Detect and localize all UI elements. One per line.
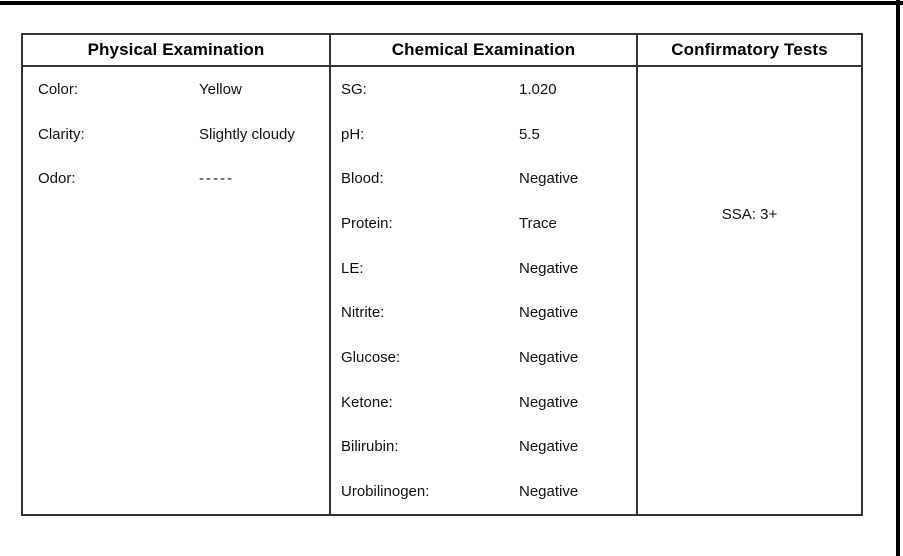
result-row-urobilinogen: Urobilinogen: Negative (331, 469, 636, 514)
result-label: LE: (341, 259, 364, 277)
result-value: Negative (519, 170, 579, 188)
column-physical-examination: Physical Examination Color: Yellow Clari… (23, 35, 331, 514)
physical-examination-header: Physical Examination (23, 35, 329, 67)
result-value: 5.5 (519, 125, 540, 143)
result-row-protein: Protein: Trace (331, 201, 636, 246)
result-row-ketone: Ketone: Negative (331, 380, 636, 425)
column-confirmatory-tests: Confirmatory Tests SSA: 3+ (638, 35, 861, 514)
result-label: Nitrite: (341, 304, 385, 322)
confirmatory-tests-body: SSA: 3+ (638, 206, 861, 224)
result-row-blood: Blood: Negative (331, 156, 636, 201)
confirmatory-tests-header: Confirmatory Tests (638, 35, 861, 67)
result-label: Blood: (341, 170, 384, 188)
result-value: Negative (519, 393, 579, 411)
result-label: Glucose: (341, 348, 401, 366)
result-label: SG: (341, 80, 367, 98)
result-label: Ketone: (341, 393, 393, 411)
result-value: ----- (199, 170, 234, 188)
result-row-clarity: Clarity: Slightly cloudy (23, 112, 329, 157)
physical-examination-body: Color: Yellow Clarity: Slightly cloudy O… (23, 67, 329, 201)
result-value: Negative (519, 483, 579, 501)
result-label: Odor: (38, 170, 76, 188)
chemical-examination-header: Chemical Examination (331, 35, 636, 67)
result-label: Color: (38, 80, 79, 98)
result-value: Negative (519, 438, 579, 456)
result-row-odor: Odor: ----- (23, 156, 329, 201)
result-value: Negative (519, 259, 579, 277)
result-row-color: Color: Yellow (23, 67, 329, 112)
urinalysis-results-table: Physical Examination Color: Yellow Clari… (21, 33, 863, 516)
result-label: Bilirubin: (341, 438, 399, 456)
result-value: Trace (519, 214, 557, 232)
result-row-sg: SG: 1.020 (331, 67, 636, 112)
result-row-ph: pH: 5.5 (331, 112, 636, 157)
column-chemical-examination: Chemical Examination SG: 1.020 pH: 5.5 B… (331, 35, 638, 514)
result-value: 1.020 (519, 80, 557, 98)
page-border-top-line (0, 1, 903, 5)
page-border-right-line (896, 0, 900, 556)
confirmatory-result-ssa: SSA: 3+ (721, 206, 778, 223)
result-value: Slightly cloudy (199, 125, 295, 143)
result-label: pH: (341, 125, 365, 143)
result-label: Protein: (341, 214, 393, 232)
result-label: Urobilinogen: (341, 483, 430, 501)
result-value: Negative (519, 304, 579, 322)
result-row-nitrite: Nitrite: Negative (331, 290, 636, 335)
result-row-bilirubin: Bilirubin: Negative (331, 425, 636, 470)
result-value: Negative (519, 348, 579, 366)
result-value: Yellow (199, 80, 242, 98)
chemical-examination-body: SG: 1.020 pH: 5.5 Blood: Negative Protei… (331, 67, 636, 514)
result-row-le: LE: Negative (331, 246, 636, 291)
result-label: Clarity: (38, 125, 85, 143)
result-row-glucose: Glucose: Negative (331, 335, 636, 380)
